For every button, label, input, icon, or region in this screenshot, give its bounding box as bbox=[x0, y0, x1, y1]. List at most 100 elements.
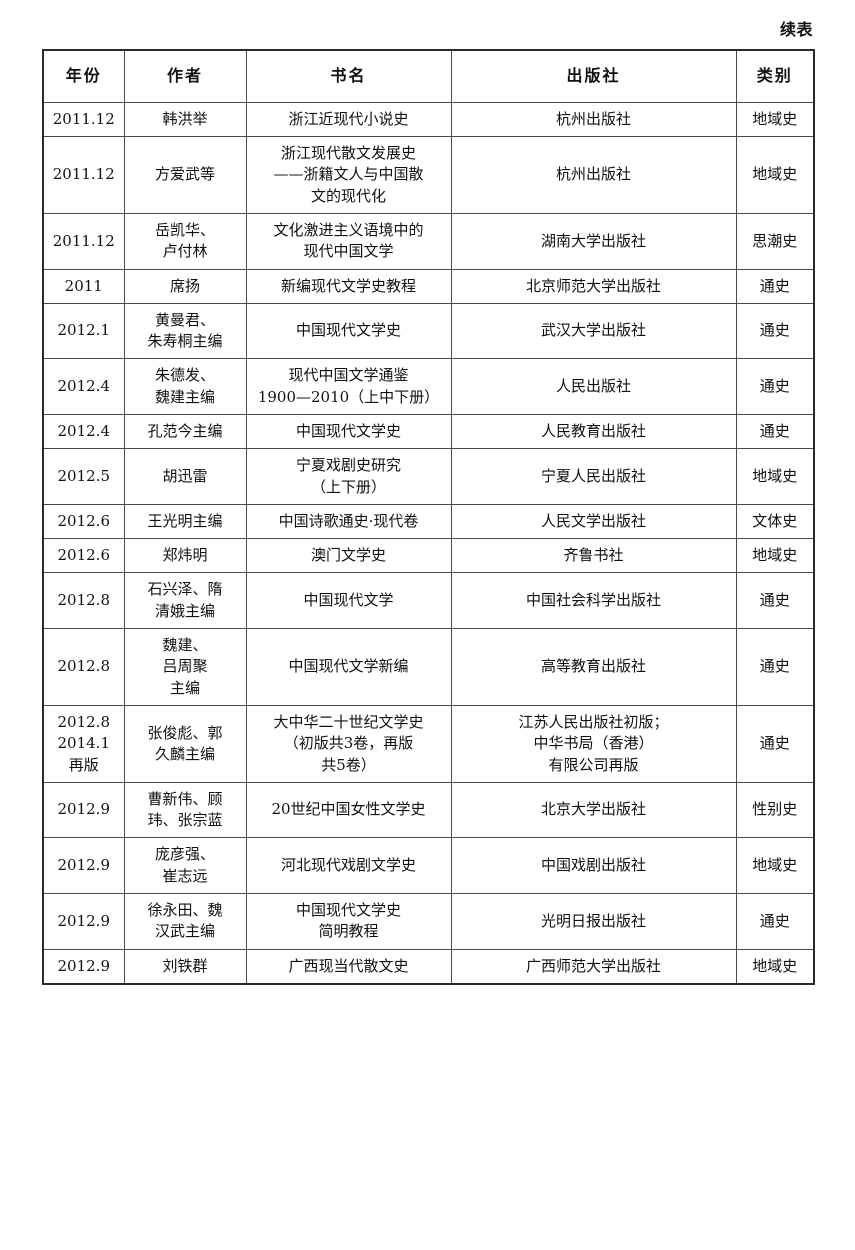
cell-publisher: 广西师范大学出版社 bbox=[450, 948, 737, 985]
cell-title: 中国现代文学新编 bbox=[245, 628, 452, 706]
cell-category: 地域史 bbox=[735, 948, 815, 985]
cell-author: 朱德发、 魏建主编 bbox=[123, 358, 247, 415]
cell-year: 2012.9 bbox=[42, 837, 125, 895]
cell-category: 通史 bbox=[735, 302, 815, 360]
cell-category: 地域史 bbox=[735, 448, 815, 505]
table-row: 2012.8 石兴泽、隋 清娥主编 中国现代文学 中国社会科学出版社 通史 bbox=[42, 572, 815, 630]
cell-title: 文化激进主义语境中的 现代中国文学 bbox=[245, 212, 452, 270]
cell-year: 2012.6 bbox=[42, 538, 125, 574]
cell-title: 中国现代文学 bbox=[245, 572, 452, 630]
cell-author: 郑炜明 bbox=[123, 538, 247, 574]
cell-author: 石兴泽、隋 清娥主编 bbox=[123, 572, 247, 630]
cell-year: 2011.12 bbox=[42, 101, 125, 138]
cell-category: 通史 bbox=[735, 628, 815, 706]
cell-category: 通史 bbox=[735, 572, 815, 630]
continued-table-label: 续表 bbox=[779, 20, 813, 39]
cell-author: 韩洪举 bbox=[123, 101, 247, 138]
table-row: 2012.9 曹新伟、顾 玮、张宗蓝 20世纪中国女性文学史 北京大学出版社 性别史 bbox=[42, 781, 815, 839]
cell-year: 2012.1 bbox=[42, 302, 125, 360]
cell-publisher: 中国戏剧出版社 bbox=[450, 837, 737, 895]
cell-category: 思潮史 bbox=[735, 212, 815, 270]
cell-publisher: 武汉大学出版社 bbox=[450, 302, 737, 360]
cell-title: 中国诗歌通史·现代卷 bbox=[245, 503, 452, 540]
cell-publisher: 高等教育出版社 bbox=[450, 628, 737, 706]
table-body: 2011.12 韩洪举 浙江近现代小说史 杭州出版社 地域史 2011.12 方爱武等 浙江现… bbox=[42, 101, 815, 985]
cell-year: 2011 bbox=[42, 268, 125, 304]
cell-publisher: 北京大学出版社 bbox=[450, 781, 737, 839]
cell-title: 大中华二十世纪文学史 （初版共3卷，再版 共5卷） bbox=[245, 704, 452, 783]
cell-title: 新编现代文学史教程 bbox=[245, 268, 452, 304]
table-row: 2011.12 方爱武等 浙江现代散文发展史 ——浙籍文人与中国散 文的现代化 杭州出… bbox=[42, 136, 815, 214]
cell-title: 浙江现代散文发展史 ——浙籍文人与中国散 文的现代化 bbox=[245, 136, 452, 214]
table-row: 2011.12 韩洪举 浙江近现代小说史 杭州出版社 地域史 bbox=[42, 101, 815, 138]
cell-year: 2012.8 bbox=[42, 572, 125, 630]
cell-category: 通史 bbox=[735, 413, 815, 450]
column-header-author: 作者 bbox=[123, 49, 247, 103]
table-row: 2012.8 魏建、 吕周聚 主编 中国现代文学新编 高等教育出版社 通史 bbox=[42, 628, 815, 706]
cell-title: 浙江近现代小说史 bbox=[245, 101, 452, 138]
cell-title: 河北现代戏剧文学史 bbox=[245, 837, 452, 895]
cell-publisher: 宁夏人民出版社 bbox=[450, 448, 737, 505]
cell-year: 2012.8 2014.1 再版 bbox=[42, 704, 125, 783]
cell-year: 2011.12 bbox=[42, 212, 125, 270]
table-row: 2012.6 郑炜明 澳门文学史 齐鲁书社 地域史 bbox=[42, 538, 815, 574]
table-row: 2012.4 孔范今主编 中国现代文学史 人民教育出版社 通史 bbox=[42, 413, 815, 450]
cell-title: 澳门文学史 bbox=[245, 538, 452, 574]
cell-title: 中国现代文学史 简明教程 bbox=[245, 893, 452, 950]
cell-author: 张俊彪、郭 久麟主编 bbox=[123, 704, 247, 783]
cell-author: 席扬 bbox=[123, 268, 247, 304]
table-row: 2012.5 胡迅雷 宁夏戏剧史研究 （上下册） 宁夏人民出版社 地域史 bbox=[42, 448, 815, 505]
cell-category: 地域史 bbox=[735, 538, 815, 574]
cell-author: 刘铁群 bbox=[123, 948, 247, 985]
table-row: 2012.4 朱德发、 魏建主编 现代中国文学通鉴 1900—2010（上中下册）人… bbox=[42, 358, 815, 415]
cell-publisher: 光明日报出版社 bbox=[450, 893, 737, 950]
cell-category: 地域史 bbox=[735, 136, 815, 214]
cell-publisher: 湖南大学出版社 bbox=[450, 212, 737, 270]
table-row: 2012.1 黄曼君、 朱寿桐主编 中国现代文学史 武汉大学出版社 通史 bbox=[42, 302, 815, 360]
cell-author: 胡迅雷 bbox=[123, 448, 247, 505]
table-row: 2012.9 庞彦强、 崔志远 河北现代戏剧文学史 中国戏剧出版社 地域史 bbox=[42, 837, 815, 895]
table-row: 2011 席扬 新编现代文学史教程 北京师范大学出版社 通史 bbox=[42, 268, 815, 304]
cell-author: 曹新伟、顾 玮、张宗蓝 bbox=[123, 781, 247, 839]
cell-publisher: 人民教育出版社 bbox=[450, 413, 737, 450]
cell-author: 孔范今主编 bbox=[123, 413, 247, 450]
column-header-publisher: 出版社 bbox=[450, 49, 737, 103]
cell-author: 黄曼君、 朱寿桐主编 bbox=[123, 302, 247, 360]
cell-category: 通史 bbox=[735, 268, 815, 304]
cell-category: 地域史 bbox=[735, 101, 815, 138]
cell-publisher: 北京师范大学出版社 bbox=[450, 268, 737, 304]
cell-publisher: 人民出版社 bbox=[450, 358, 737, 415]
cell-title: 中国现代文学史 bbox=[245, 302, 452, 360]
cell-year: 2012.9 bbox=[42, 781, 125, 839]
column-header-title: 书名 bbox=[245, 49, 452, 103]
cell-author: 方爱武等 bbox=[123, 136, 247, 214]
cell-title: 现代中国文学通鉴 1900—2010（上中下册） bbox=[245, 358, 452, 415]
cell-publisher: 中国社会科学出版社 bbox=[450, 572, 737, 630]
cell-publisher: 齐鲁书社 bbox=[450, 538, 737, 574]
cell-year: 2012.8 bbox=[42, 628, 125, 706]
cell-author: 王光明主编 bbox=[123, 503, 247, 540]
cell-category: 文体史 bbox=[735, 503, 815, 540]
cell-category: 通史 bbox=[735, 893, 815, 950]
cell-year: 2012.6 bbox=[42, 503, 125, 540]
cell-publisher: 杭州出版社 bbox=[450, 101, 737, 138]
cell-year: 2012.5 bbox=[42, 448, 125, 505]
cell-year: 2012.4 bbox=[42, 413, 125, 450]
table-header-row: 年份 作者 书名 出版社 类别 bbox=[42, 49, 815, 103]
cell-title: 广西现当代散文史 bbox=[245, 948, 452, 985]
cell-category: 性别史 bbox=[735, 781, 815, 839]
cell-author: 徐永田、魏 汉武主编 bbox=[123, 893, 247, 950]
table-row: 2012.9 刘铁群 广西现当代散文史 广西师范大学出版社 地域史 bbox=[42, 948, 815, 985]
cell-category: 通史 bbox=[735, 704, 815, 783]
cell-category: 通史 bbox=[735, 358, 815, 415]
cell-year: 2012.9 bbox=[42, 893, 125, 950]
column-header-category: 类别 bbox=[735, 49, 815, 103]
table-row: 2011.12 岳凯华、 卢付林 文化激进主义语境中的 现代中国文学 湖南大学出版社思… bbox=[42, 212, 815, 270]
cell-year: 2012.9 bbox=[42, 948, 125, 985]
cell-publisher: 人民文学出版社 bbox=[450, 503, 737, 540]
cell-year: 2012.4 bbox=[42, 358, 125, 415]
cell-title: 宁夏戏剧史研究 （上下册） bbox=[245, 448, 452, 505]
cell-publisher: 江苏人民出版社初版； 中华书局（香港） 有限公司再版 bbox=[450, 704, 737, 783]
cell-category: 地域史 bbox=[735, 837, 815, 895]
